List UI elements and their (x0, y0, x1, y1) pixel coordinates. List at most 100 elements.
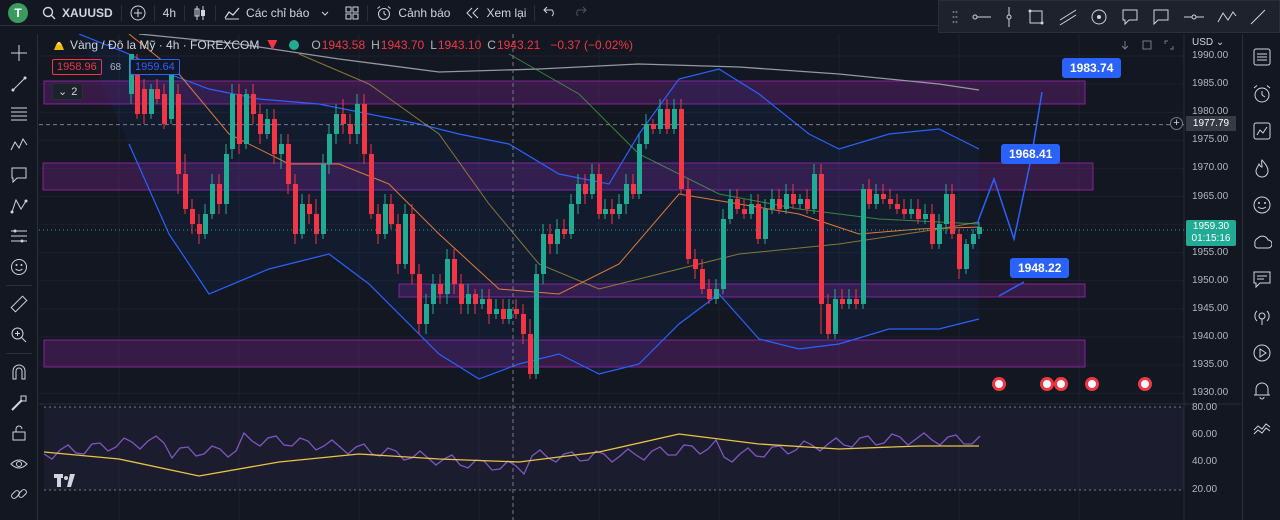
fullscreen-icon[interactable] (1164, 37, 1174, 55)
ideas-icon[interactable] (1243, 223, 1280, 260)
rsi-tick-label: 20.00 (1192, 484, 1218, 495)
price-chart[interactable] (39, 34, 1241, 520)
eye-icon[interactable] (0, 449, 38, 480)
data-window-icon[interactable] (1243, 112, 1280, 149)
replay-icon[interactable] (1243, 334, 1280, 371)
zigzag-icon[interactable] (1217, 10, 1237, 24)
price-line-icon[interactable] (1183, 12, 1204, 22)
candle-body (265, 119, 270, 134)
zoom-icon[interactable] (0, 320, 38, 351)
rectangle-icon[interactable] (1027, 8, 1045, 26)
candle-body (819, 174, 824, 304)
maximize-icon[interactable] (1142, 37, 1152, 55)
collapsed-count: 2 (71, 86, 78, 98)
indicators-button[interactable]: Các chỉ báo (216, 0, 337, 26)
drawing-toolbar (938, 0, 1280, 33)
candle-body (210, 184, 215, 214)
alert-button[interactable]: Cảnh báo (368, 0, 458, 26)
candle-body (964, 244, 969, 269)
price-tick-label: 1950.00 (1192, 274, 1229, 286)
lock-drawing-icon[interactable] (0, 388, 38, 419)
candle-body (867, 189, 872, 204)
divider (153, 4, 155, 21)
chat-icon[interactable] (1243, 260, 1280, 297)
drag-handle-icon[interactable] (952, 10, 958, 24)
candles-icon (193, 5, 207, 21)
candle-body (812, 174, 817, 209)
target-mid-label[interactable]: 1968.41 (1001, 144, 1061, 164)
currency-selector[interactable]: USD ⌄ (1192, 37, 1225, 48)
candle-body (923, 214, 928, 219)
trend-line-icon[interactable] (1250, 9, 1266, 25)
sell-price-button[interactable]: 1958.96 (52, 59, 102, 75)
target-circle-icon[interactable] (1090, 8, 1108, 26)
crosshair-icon[interactable] (0, 38, 38, 69)
market-status-icon (289, 40, 300, 50)
tradingview-logo[interactable] (54, 474, 80, 493)
magnet-icon[interactable] (0, 357, 38, 388)
watchlist-icon[interactable] (1243, 38, 1280, 75)
series-legend: Vàng / Đô la Mỹ · 4h · FOREXCOM O 1943.58… (52, 38, 633, 52)
candle-body (348, 124, 353, 134)
measure-icon[interactable] (0, 221, 38, 252)
collapse-indicators-button[interactable]: ⌄ 2 (52, 83, 84, 100)
candle-body (756, 204, 761, 239)
emoji-icon[interactable] (0, 252, 38, 283)
user-avatar[interactable]: T (8, 2, 28, 23)
candle-body (383, 204, 388, 234)
candle-body (155, 89, 160, 99)
buy-price-button[interactable]: 1959.64 (130, 59, 180, 75)
pattern-icon[interactable] (0, 130, 38, 161)
candle-body (847, 299, 852, 304)
horizontal-ray-icon[interactable] (971, 12, 991, 22)
projection-icon[interactable] (0, 191, 38, 222)
calendar-icon[interactable] (1243, 186, 1280, 223)
candle-body (521, 314, 526, 334)
notifications-icon[interactable] (1243, 371, 1280, 408)
fib-icon[interactable] (0, 99, 38, 130)
move-down-icon[interactable] (1120, 37, 1130, 55)
compare-button[interactable] (122, 0, 154, 26)
candle-body (658, 109, 663, 129)
streams-icon[interactable] (1243, 297, 1280, 334)
open-value: 1943.58 (321, 38, 366, 52)
link-icon[interactable] (0, 479, 38, 510)
ruler-icon[interactable] (0, 289, 38, 320)
bollinger-lower (128, 143, 980, 380)
candle-body (327, 134, 332, 164)
pane-controls (1120, 37, 1174, 55)
candle-body (721, 219, 726, 289)
comment-icon[interactable] (1152, 8, 1170, 26)
undo-button[interactable] (535, 0, 565, 26)
parallel-channel-icon[interactable] (1059, 8, 1077, 26)
candle-body (735, 199, 740, 209)
vertical-line-icon[interactable] (1004, 6, 1014, 27)
candle-body (888, 199, 893, 204)
layouts-button[interactable] (337, 0, 367, 26)
replay-button[interactable]: Xem lại (458, 0, 534, 26)
help-icon[interactable] (1243, 408, 1280, 445)
candle-body (142, 89, 147, 114)
target-low-label[interactable]: 1948.22 (1010, 258, 1070, 278)
candle-body (562, 229, 567, 234)
target-high-label[interactable]: 1983.74 (1062, 58, 1122, 78)
trend-line-icon[interactable] (0, 69, 38, 100)
hotlist-icon[interactable] (1243, 149, 1280, 186)
add-alert-icon[interactable]: + (1170, 117, 1183, 130)
ma-100-line (298, 53, 980, 290)
economic-event-icon (1088, 380, 1096, 388)
chart-pane[interactable] (39, 34, 1241, 520)
interval-button[interactable]: 4h (162, 5, 177, 20)
callout-icon[interactable] (1121, 8, 1139, 26)
chart-type-button[interactable] (185, 0, 215, 26)
text-icon[interactable] (0, 160, 38, 191)
symbol-search-button[interactable]: XAUUSD (34, 0, 121, 26)
rsi-signal-line (43, 433, 979, 477)
lock-icon[interactable] (0, 418, 38, 449)
alarm-icon[interactable] (1243, 75, 1280, 112)
candle-body (176, 94, 181, 174)
bar-countdown: 01:15:16 (1191, 233, 1231, 244)
redo-button[interactable] (565, 0, 595, 26)
candle-body (466, 294, 471, 304)
candle-body (631, 184, 636, 194)
